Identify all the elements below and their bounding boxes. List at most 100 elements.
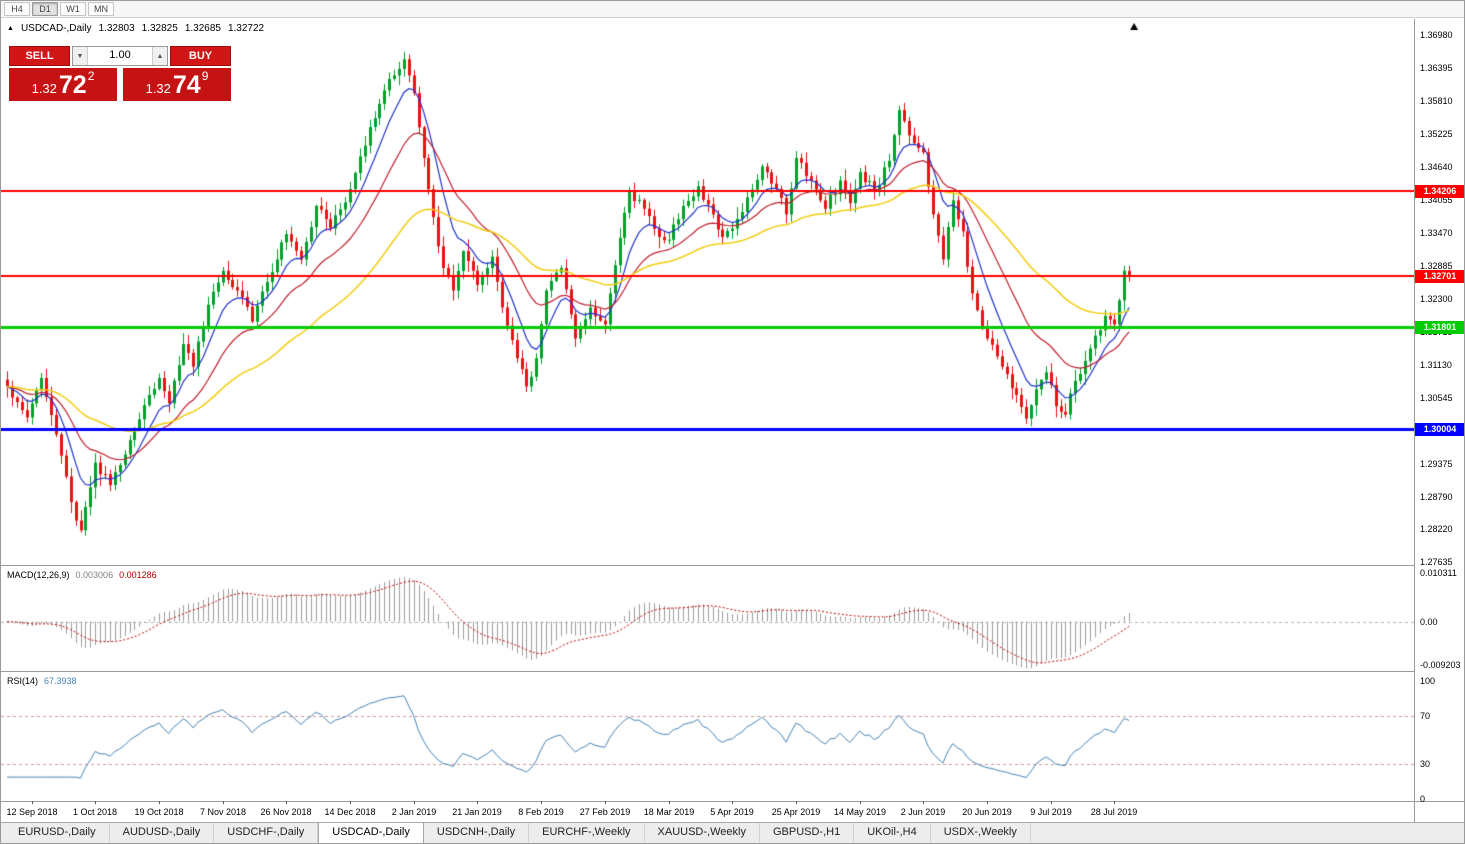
price-axis-label: 1.34055: [1420, 195, 1453, 205]
tab-usdchf-daily[interactable]: USDCHF-,Daily: [214, 823, 319, 843]
time-axis-tick: [159, 801, 160, 804]
price-axis-label: 1.31130: [1420, 360, 1452, 370]
price-axis-label: 1.34640: [1420, 162, 1453, 172]
sell-button[interactable]: SELL: [9, 46, 70, 66]
tab-eurchf-weekly[interactable]: EURCHF-,Weekly: [529, 823, 645, 843]
time-axis-label: 20 Jun 2019: [962, 807, 1012, 817]
buy-price-big: 74: [172, 71, 201, 99]
price-axis-label: 1.30545: [1420, 393, 1453, 403]
sell-price-base: 1.32: [31, 81, 57, 96]
macd-name: MACD(12,26,9): [7, 570, 70, 580]
timeframe-button-w1[interactable]: W1: [60, 2, 86, 16]
volume-input[interactable]: 1.00: [109, 49, 131, 61]
price-axis-label: 1.32300: [1420, 294, 1453, 304]
tab-audusd-daily[interactable]: AUDUSD-,Daily: [110, 823, 215, 843]
price-axis[interactable]: 1.36980 1.36395 1.35810 1.35225 1.34640 1.340…: [1414, 19, 1464, 824]
time-axis-tick: [732, 801, 733, 804]
tab-xauusd-weekly[interactable]: XAUUSD-,Weekly: [645, 823, 760, 843]
rsi-indicator-canvas[interactable]: [1, 673, 1414, 801]
rsi-value: 67.3938: [44, 676, 77, 686]
volume-decrease-icon[interactable]: ▼: [73, 47, 88, 65]
time-axis-tick: [987, 801, 988, 804]
time-axis-label: 2 Jun 2019: [900, 807, 946, 817]
price-chart-canvas[interactable]: [1, 19, 1414, 565]
ohlc-close: 1.32722: [227, 23, 265, 34]
time-axis-tick: [414, 801, 415, 804]
time-axis-label: 8 Feb 2019: [518, 807, 564, 817]
symbol-tab-bar: EURUSD-,Daily AUDUSD-,Daily USDCHF-,Daily U…: [1, 822, 1464, 843]
time-axis[interactable]: 12 Sep 2018 1 Oct 2018 19 Oct 2018 7 Nov 20…: [1, 801, 1414, 824]
timeframe-button-h4[interactable]: H4: [4, 2, 30, 16]
ohlc-high: 1.32825: [141, 23, 178, 34]
time-axis-label: 21 Jan 2019: [452, 807, 502, 817]
ohlc-open: 1.32803: [98, 23, 135, 34]
macd-indicator-canvas[interactable]: [1, 567, 1414, 671]
sell-price-display[interactable]: 1.32 72 2: [9, 68, 117, 101]
timeframe-button-mn[interactable]: MN: [88, 2, 114, 16]
tab-usdx-weekly[interactable]: USDX-,Weekly: [931, 823, 1031, 843]
tab-eurusd-daily[interactable]: EURUSD-,Daily: [5, 823, 110, 843]
one-click-collapse-icon[interactable]: ▲: [7, 25, 14, 32]
volume-control: ▼ 1.00 ▲: [72, 46, 168, 66]
time-axis-label: 18 Mar 2019: [643, 807, 695, 817]
time-axis-label: 5 Apr 2019: [710, 807, 754, 817]
macd-signal-value: 0.001286: [119, 570, 157, 580]
price-axis-label: 1.33470: [1420, 228, 1453, 238]
time-axis-tick: [1114, 801, 1115, 804]
rsi-axis-label: 100: [1420, 676, 1436, 686]
time-axis-label: 27 Feb 2019: [579, 807, 631, 817]
sell-price-big: 72: [58, 71, 87, 99]
time-axis-tick: [669, 801, 670, 804]
time-axis-label: 14 May 2019: [833, 807, 887, 817]
price-axis-label: 1.35225: [1420, 129, 1453, 139]
rsi-axis-label: 0: [1420, 794, 1426, 804]
timeframe-button-d1[interactable]: D1: [32, 2, 58, 16]
price-axis-label: 1.28220: [1420, 524, 1453, 535]
time-axis-tick: [1051, 801, 1052, 804]
price-axis-label: 1.32885: [1420, 261, 1453, 271]
macd-main-value: 0.003006: [75, 570, 114, 580]
buy-price-display[interactable]: 1.32 74 9: [123, 68, 231, 101]
rsi-axis-label: 70: [1420, 711, 1431, 722]
tab-gbpusd-h1[interactable]: GBPUSD-,H1: [760, 823, 855, 843]
rsi-axis-label: 30: [1420, 758, 1431, 769]
tab-usdcad-daily[interactable]: USDCAD-,Daily: [318, 822, 424, 843]
time-axis-tick: [923, 801, 924, 804]
ohlc-low: 1.32685: [184, 23, 221, 34]
time-axis-tick: [350, 801, 351, 804]
pane-splitter-macd[interactable]: [1, 565, 1414, 566]
macd-axis-label: 0.00: [1420, 616, 1438, 627]
sell-price-pip: 2: [87, 69, 95, 83]
rsi-label: RSI(14) 67.3938: [7, 676, 77, 686]
macd-axis-label: -0.009203: [1420, 660, 1461, 670]
buy-button[interactable]: BUY: [170, 46, 231, 66]
timeframe-toolbar: H4 D1 W1 MN: [1, 1, 1464, 18]
price-axis-label: 1.36980: [1420, 30, 1453, 40]
time-axis-label: 19 Oct 2018: [134, 807, 184, 817]
volume-increase-icon[interactable]: ▲: [152, 47, 167, 65]
time-axis-label: 12 Sep 2018: [6, 807, 58, 817]
time-axis-label: 14 Dec 2018: [324, 807, 376, 817]
price-axis-label: 1.29375: [1420, 459, 1453, 469]
time-axis-tick: [605, 801, 606, 804]
chart-area: 1.36980 1.36395 1.35810 1.35225 1.34640 1.340…: [1, 19, 1464, 824]
rsi-name: RSI(14): [7, 676, 39, 686]
hline-price-tag: 1.30004: [1415, 422, 1464, 436]
symbol-label: USDCAD-,Daily: [20, 23, 92, 34]
time-axis-label: 26 Nov 2018: [260, 807, 312, 817]
price-axis-label: 1.36395: [1420, 63, 1453, 73]
time-axis-tick: [477, 801, 478, 804]
price-axis-line: [1414, 19, 1415, 824]
time-axis-tick: [286, 801, 287, 804]
pane-splitter-rsi[interactable]: [1, 671, 1414, 672]
one-click-trading-panel: SELL ▼ 1.00 ▲ BUY 1.32 72 2 1.32 74 9: [9, 46, 231, 101]
tab-ukoil-h4[interactable]: UKOil-,H4: [854, 823, 931, 843]
time-axis-tick: [860, 801, 861, 804]
hline-price-tag: 1.34206: [1415, 185, 1464, 199]
tab-usdcnh-daily[interactable]: USDCNH-,Daily: [424, 823, 530, 843]
time-axis-label: 7 Nov 2018: [199, 807, 247, 817]
chart-title: ▲ USDCAD-,Daily 1.32803 1.32825 1.32685 …: [7, 23, 264, 34]
time-axis-tick: [32, 801, 33, 804]
hline-price-tag: 1.32701: [1415, 270, 1464, 284]
